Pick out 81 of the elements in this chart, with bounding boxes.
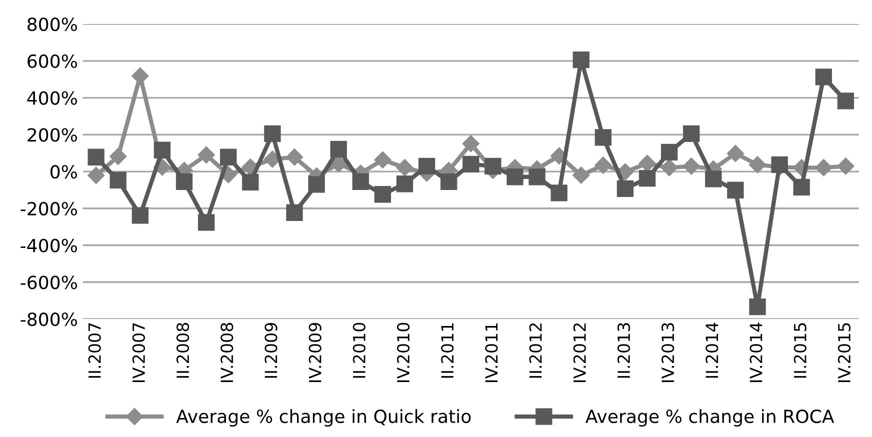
point	[793, 178, 810, 196]
point	[352, 173, 369, 190]
x-tick-label: II.2015	[794, 323, 806, 378]
y-tick-label: -400%	[20, 238, 77, 252]
x-tick-label: II.2010	[352, 322, 366, 378]
point	[242, 174, 259, 191]
point	[572, 51, 590, 68]
y-tick-label: 400%	[27, 91, 77, 105]
x-tick-label: II.2009	[264, 322, 278, 378]
legend-label: Average % change in Quick ratio	[176, 409, 471, 427]
point	[220, 148, 237, 166]
point	[88, 148, 104, 166]
point	[132, 67, 149, 85]
point	[88, 166, 105, 184]
x-tick-label: II.2013	[617, 323, 630, 378]
point	[264, 125, 281, 142]
point	[726, 144, 744, 162]
y-tick-label: -200%	[20, 202, 77, 216]
point	[506, 168, 524, 186]
x-tick-label: IV.2012	[573, 323, 586, 382]
x-tick-label: IV.2014	[750, 322, 762, 382]
y-tick-label: -600%	[20, 276, 77, 290]
x-tick-label: IV.2009	[308, 322, 322, 382]
point	[550, 184, 568, 202]
point	[837, 158, 854, 175]
point	[616, 180, 634, 197]
x-tick-label: IV.2013	[662, 323, 674, 382]
point	[528, 168, 546, 186]
point	[749, 298, 766, 316]
point	[418, 158, 436, 175]
y-tick-label: 800%	[28, 17, 77, 32]
point	[572, 166, 590, 184]
x-tick-label: II.2008	[176, 322, 190, 378]
point	[132, 207, 148, 224]
y-tick-label: 600%	[28, 54, 77, 68]
point	[154, 142, 171, 158]
point	[727, 182, 744, 198]
point	[638, 154, 656, 172]
y-tick-label: 0%	[50, 164, 77, 179]
x-tick-label: IV.2011	[485, 323, 498, 382]
point	[705, 170, 722, 188]
point	[594, 156, 612, 174]
point	[462, 156, 480, 172]
legend-label: Average % change in ROCA	[586, 409, 834, 427]
point	[374, 151, 392, 168]
point	[815, 68, 832, 86]
y-tick-label: 200%	[28, 128, 77, 142]
x-tick-label: II.2014	[706, 322, 718, 378]
x-tick-label: IV.2008	[220, 322, 234, 382]
point	[771, 156, 788, 174]
point	[286, 148, 304, 166]
point	[110, 172, 126, 189]
point	[286, 204, 303, 221]
point	[440, 173, 458, 190]
point	[198, 146, 215, 164]
point	[176, 173, 193, 190]
point	[308, 176, 325, 193]
point	[484, 158, 502, 175]
point	[462, 135, 480, 152]
x-tick-label: II.2012	[529, 323, 542, 378]
y-tick-label: -800%	[20, 312, 77, 326]
point	[748, 156, 766, 174]
point	[638, 170, 656, 187]
x-tick-label: II.2011	[441, 323, 454, 378]
point	[330, 140, 347, 158]
point	[682, 158, 700, 175]
point	[374, 186, 392, 203]
point	[110, 148, 127, 165]
x-tick-label: IV.2007	[132, 323, 145, 382]
point	[815, 159, 832, 176]
point	[660, 144, 678, 160]
point	[660, 159, 678, 176]
point	[837, 92, 854, 110]
point	[683, 125, 700, 142]
x-tick-label: II.2007	[88, 323, 101, 378]
point	[594, 129, 612, 146]
point	[396, 159, 414, 176]
point	[396, 176, 414, 192]
x-tick-label: IV.2010	[396, 322, 410, 382]
point	[198, 214, 215, 231]
x-tick-label: IV.2015	[838, 323, 851, 382]
